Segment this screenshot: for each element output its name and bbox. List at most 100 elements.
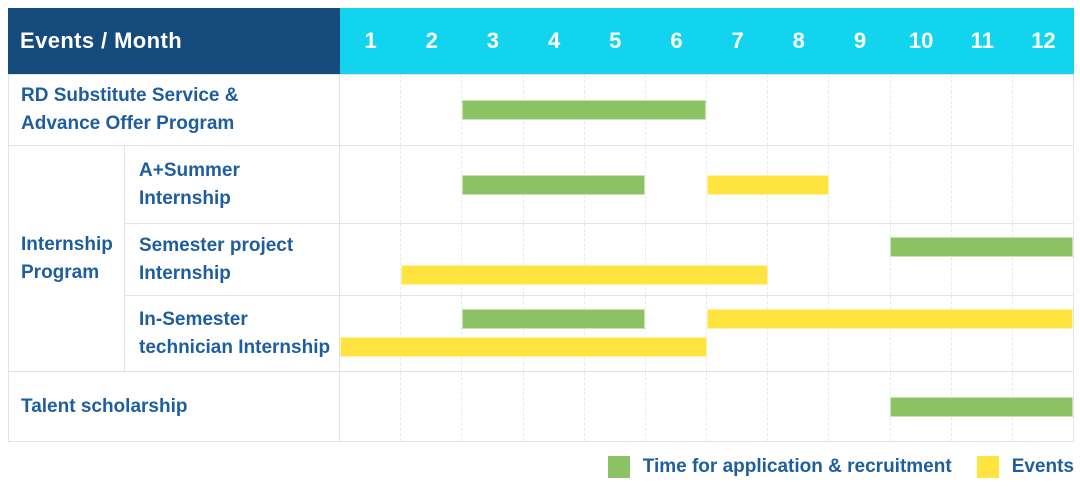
legend: Time for application & recruitment Events [607,456,1074,478]
month-gridline [461,296,522,371]
row-label: RD Substitute Service & Advance Offer Pr… [9,75,340,145]
month-gridline [889,296,951,371]
month-label: 12 [1031,28,1056,53]
month-gridline [828,146,889,223]
month-header-row: 1 2 3 4 5 6 7 8 9 10 11 12 [340,8,1074,74]
month-gridline [400,146,461,223]
legend-label: Events [1011,456,1074,477]
month-gridline [644,296,706,371]
month-gridline [1011,75,1073,145]
gantt-bar-application [462,174,646,195]
month-label: 3 [486,28,500,53]
month-label: 6 [670,28,683,53]
month-gridline [461,75,522,145]
month-gridline [400,75,461,145]
month-gridline [522,296,584,371]
row-group-rows: A+Summer Internship Semester project Inte… [125,146,1073,371]
month-gridline [400,296,461,371]
row-label: Semester project Internship [125,224,340,295]
chart-row [340,75,1073,145]
gantt-bar-application [462,100,707,120]
gantt-bar-application [889,396,1073,417]
header-title: Events / Month [20,28,183,53]
month-gridline [767,296,828,371]
row-group: Internship Program A+Summer Internship Sem… [9,145,1073,371]
month-gridline [706,75,767,145]
month-gridline [767,75,828,145]
gantt-bar-event [706,309,1073,329]
month-gridline [522,224,584,295]
green-legend-swatch [607,456,630,478]
month-gridline [889,146,951,223]
events-month-header-cell: Events / Month [8,8,340,74]
month-gridline [644,224,706,295]
month-gridline [340,224,400,295]
table-row: A+Summer Internship [125,146,1073,223]
row-label: Talent scholarship [9,372,340,441]
legend-item: Events [976,456,1074,478]
month-gridline [767,224,828,295]
month-label: 8 [792,28,805,53]
row-label: A+Summer Internship [125,146,340,223]
month-gridline [828,296,889,371]
month-gridline [644,372,706,441]
gantt-bar-application [889,237,1073,257]
gantt-bar-event [340,337,707,357]
chart-row [340,146,1073,223]
month-gridline [400,372,461,441]
row-label: In-Semester technician Internship [125,296,340,371]
month-gridline [583,296,645,371]
month-gridline [583,224,645,295]
month-gridline [1011,224,1073,295]
month-gridline [461,372,522,441]
month-gridline [706,224,767,295]
table-row: In-Semester technician Internship [125,295,1073,371]
gantt-bar-event [401,265,768,285]
legend-item: Time for application & recruitment [607,456,952,478]
events-table: Events / Month 1 2 3 4 5 6 7 8 9 10 11 12 RD Substi… [8,8,1074,442]
table-header-row: Events / Month 1 2 3 4 5 6 7 8 9 10 11 12 [8,8,1074,74]
chart-row [340,296,1073,371]
month-gridline [461,224,522,295]
month-gridline [583,372,645,441]
table-row: Semester project Internship [125,223,1073,295]
yellow-legend-swatch [976,456,999,478]
row-group-label: Internship Program [9,146,125,371]
table-body: RD Substitute Service & Advance Offer Pr… [8,74,1074,442]
chart-row [340,372,1073,441]
chart-row [340,224,1073,295]
month-gridline [461,146,522,223]
month-label: 10 [908,28,934,53]
table-row: Talent scholarship [9,371,1073,441]
month-gridline [889,224,951,295]
month-gridline [828,75,889,145]
month-gridline [340,75,400,145]
month-gridline [767,372,828,441]
month-gridline [950,224,1012,295]
month-gridline [340,372,400,441]
month-gridline [950,146,1012,223]
month-label: 2 [425,28,438,53]
month-gridline [706,296,767,371]
month-gridline [889,75,951,145]
gantt-bar-event [706,174,829,195]
month-label: 5 [609,28,622,53]
month-gridline [950,75,1012,145]
month-gridline [828,224,889,295]
month-gridline [522,372,584,441]
month-gridline [1011,146,1073,223]
month-gridline [340,296,400,371]
month-gridline [706,372,767,441]
gantt-bar-application [462,309,646,329]
month-gridline [1011,296,1073,371]
legend-label: Time for application & recruitment [642,456,952,477]
month-label: 11 [970,28,994,53]
table-row: RD Substitute Service & Advance Offer Pr… [9,74,1073,145]
month-gridline [340,146,400,223]
month-label: 4 [547,28,561,53]
month-label: 1 [364,28,377,53]
month-gridline [400,224,461,295]
month-gridline [828,372,889,441]
month-gridline [644,146,706,223]
